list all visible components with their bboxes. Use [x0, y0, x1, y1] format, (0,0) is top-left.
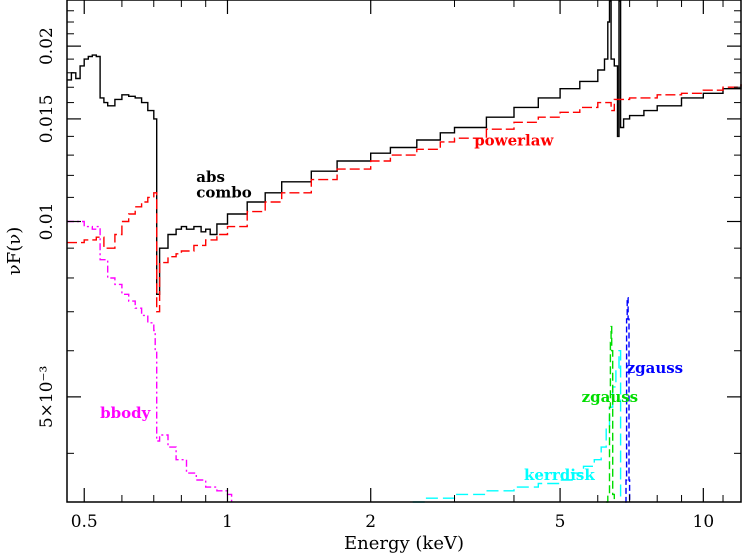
- y-tick-label: 0.01: [37, 203, 57, 241]
- x-tick-label: 10: [693, 512, 715, 532]
- series-bbody-line: [67, 220, 233, 502]
- series-zgauss_green-line: [606, 325, 615, 503]
- x-tick-label: 0.5: [71, 512, 98, 532]
- x-tick-label: 2: [365, 512, 376, 532]
- annotation-label: bbody: [100, 404, 151, 422]
- axis-ticks: 0.5 1 2 5 10 5×10⁻³ 0.01 0.015 0.02: [37, 0, 741, 532]
- x-axis-label: Energy (keV): [344, 533, 464, 554]
- y-tick-label: 0.015: [37, 95, 57, 144]
- plot-area: [67, 0, 742, 503]
- series-total-line: [67, 0, 742, 295]
- annotation-label: zgauss: [582, 388, 639, 406]
- series-kerrdisk-line: [412, 350, 622, 503]
- annotation-label: abs: [196, 168, 225, 186]
- plot-frame: [66, 0, 742, 503]
- y-tick-label: 0.02: [37, 27, 57, 65]
- x-tick-label: 1: [222, 512, 233, 532]
- annotation-label: zgauss: [627, 359, 684, 377]
- series-powerlaw-line: [67, 84, 742, 313]
- y-axis-label: νF(ν): [4, 227, 25, 275]
- series-zgauss_blue-line: [625, 297, 631, 503]
- y-tick-label: 5×10⁻³: [37, 366, 57, 428]
- annotation-label: kerrdisk: [524, 466, 595, 484]
- x-tick-label: 5: [555, 512, 566, 532]
- annotation-label: combo: [196, 183, 252, 201]
- annotation-label: powerlaw: [474, 132, 554, 150]
